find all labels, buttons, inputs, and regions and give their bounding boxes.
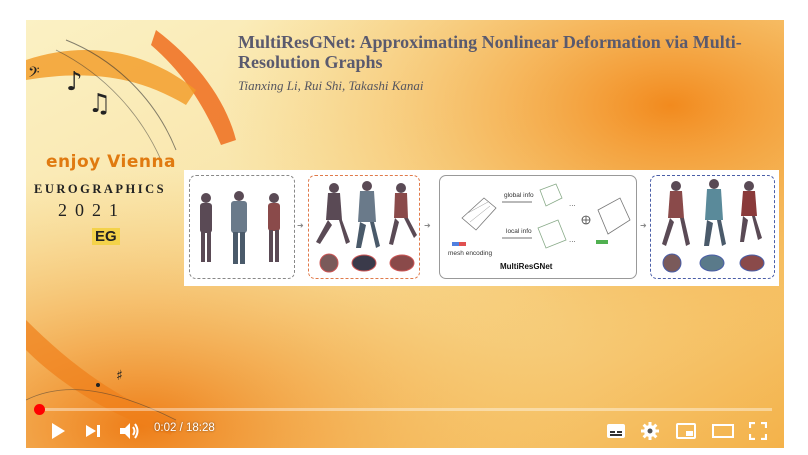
fullscreen-button[interactable] [746,420,770,442]
deformed-meshes-panel [308,175,420,279]
fullscreen-icon [749,422,767,440]
network-panel [439,175,637,279]
svg-text:➜: ➜ [424,221,431,230]
svg-text:➜: ➜ [297,221,304,230]
svg-text:➜: ➜ [640,221,647,230]
input-meshes-panel [189,175,295,279]
svg-text:...: ... [569,235,576,244]
progress-scrubber[interactable] [34,404,46,415]
progress-bar[interactable] [34,404,772,415]
time-display: 0:02 / 18:28 [154,422,215,434]
theater-icon [712,424,734,438]
time-separator: / [179,422,183,434]
miniplayer-button[interactable] [674,420,698,442]
player-controls: 0:02 / 18:28 [26,404,784,448]
settings-button[interactable] [638,420,662,442]
current-time: 0:02 [154,422,177,434]
settings-icon [641,422,659,440]
svg-text:𝄢: 𝄢 [28,64,40,85]
paper-title: MultiResGNet: Approximating Nonlinear De… [238,32,742,72]
duration: 18:28 [186,422,215,434]
figure-drawing: ➜ ➜ ... ... [200,179,765,273]
method-figure: ➜ ➜ ... ... [184,170,779,286]
brand-tagline: enjoy Vienna [46,152,177,172]
svg-text:♪: ♪ [66,67,83,97]
brand-event: EUROGRAPHICS [34,182,167,196]
subtitles-button[interactable] [604,420,628,442]
subtitles-icon [607,424,625,438]
next-button[interactable] [82,420,104,442]
miniplayer-icon [676,423,696,439]
slide-header: MultiResGNet: Approximating Nonlinear De… [238,32,768,94]
brand-year: 2021 [58,200,126,220]
play-button[interactable] [46,420,70,442]
svg-text:...: ... [569,199,576,208]
play-icon [52,423,65,439]
volume-button[interactable] [118,420,142,442]
theater-mode-button[interactable] [710,420,736,442]
paper-authors: Tianxing Li, Rui Shi, Takashi Kanai [238,78,424,93]
conference-branding: enjoy Vienna EUROGRAPHICS 2021 EG [26,20,201,448]
volume-icon [120,423,139,439]
global-info-label: global info [504,192,534,199]
eg-logo: EG [92,228,120,245]
local-info-label: local info [506,228,532,235]
mesh-encoding-label: mesh encoding [448,250,493,257]
video-player[interactable]: ♪ ♫ 𝄢 ♯ enjoy Vienna EUROGRAPHICS 2021 E… [26,20,784,448]
svg-text:♯: ♯ [116,368,123,384]
network-name-label: MultiResGNet [500,262,553,271]
next-icon [86,425,100,437]
svg-text:♫: ♫ [88,89,111,119]
output-meshes-panel [650,175,775,279]
